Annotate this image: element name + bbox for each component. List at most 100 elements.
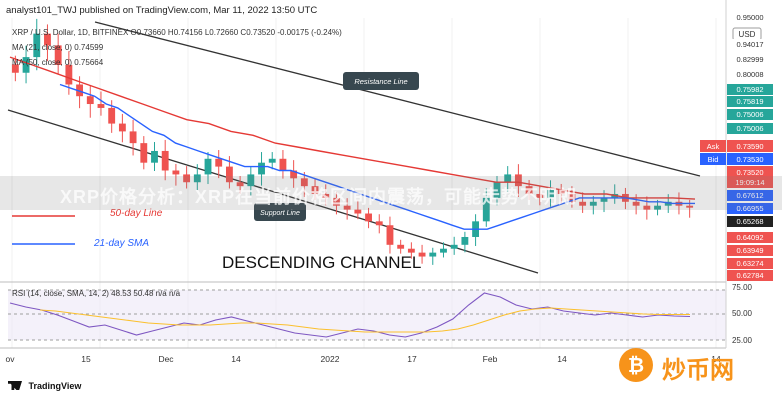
time-tick-label: 14 [557, 354, 567, 364]
support-line [7, 109, 539, 274]
price-tick-bg [727, 232, 773, 243]
candle-body [354, 209, 362, 214]
resistance-label: Resistance Line [354, 77, 407, 86]
support-annotation: Support Line [254, 203, 306, 221]
price-tick-label: 0.75006 [736, 124, 763, 133]
price-tick-bg [727, 190, 773, 201]
ma21-line [59, 83, 695, 230]
time-tick-label: 15 [81, 354, 91, 364]
price-tick-bg [727, 39, 773, 50]
tradingview-logo-icon [8, 381, 22, 390]
candle-body [108, 107, 116, 124]
candle-body [654, 205, 661, 210]
candle-body [686, 205, 694, 208]
price-tick-bg [727, 258, 773, 269]
candle-body [514, 174, 522, 187]
time-tick-label: Dec [158, 354, 174, 364]
candle-body [504, 174, 512, 183]
rsi-tick-label: 50.00 [732, 309, 753, 318]
price-tick-bg [727, 270, 773, 281]
bid-value: 0.73530 [736, 155, 763, 164]
rsi-sma-line [39, 307, 690, 333]
bid-label: Bid [708, 155, 719, 164]
price-tick-label: 0.63949 [736, 246, 763, 255]
ma50-legend: MA (50, close, 0) 0.75664 [12, 58, 104, 67]
candle-body [247, 174, 255, 187]
ma50-line [9, 56, 696, 200]
candle-body [333, 197, 340, 206]
price-tick-bg [727, 69, 773, 80]
bid-tag: Bid 0.73530 [700, 153, 773, 165]
ask-value: 0.73590 [736, 142, 763, 151]
price-tick-label: 0.66955 [736, 204, 763, 213]
time-tick-labels: ov 15 Dec 14 2022 17 Feb 14 14 [6, 354, 721, 364]
price-tick-bg [727, 109, 773, 120]
ohlc-legend: XRP / U.S. Dollar, 1D, BITFINEX O0.73660… [12, 28, 342, 37]
ask-tag: Ask 0.73590 [700, 140, 773, 152]
candle-body [493, 182, 501, 198]
candle-body [183, 174, 191, 183]
candle-body [632, 201, 640, 206]
candle-body [343, 205, 351, 210]
candle-body [579, 201, 587, 206]
price-tick-label: 0.75982 [736, 85, 763, 94]
price-tick-bg [727, 54, 773, 65]
price-tick-label: 0.94017 [736, 40, 763, 49]
candle-body [589, 201, 597, 206]
candle-body [22, 57, 30, 73]
tradingview-footer[interactable]: TradingView [8, 381, 81, 391]
candle-body [536, 193, 544, 198]
rsi-tick-label: 75.00 [732, 283, 753, 292]
candle-body [225, 166, 233, 183]
price-tick-bg [727, 12, 773, 23]
candle-body [568, 193, 576, 202]
resistance-annotation: Resistance Line [343, 72, 419, 90]
candle-body [450, 244, 458, 249]
candle-body [365, 213, 372, 222]
sma50-annotation: 50-day Line [110, 208, 163, 219]
candle-body [140, 143, 148, 163]
candle-body [643, 205, 651, 210]
sma21-annotation: 21-day SMA [93, 238, 149, 249]
last-price-tag: 0.73520 19:09:14 [727, 166, 773, 188]
time-tick-label: 14 [231, 354, 241, 364]
time-tick-label: 17 [407, 354, 417, 364]
price-tick-bg [727, 245, 773, 256]
candle-body [279, 158, 287, 171]
candle-body [65, 64, 73, 85]
price-tick-label: 0.75006 [736, 110, 763, 119]
candle-body [11, 64, 19, 73]
watermark-text: XRP价格分析：XRP在当前价格区间内震荡，可能走势不明朗 [60, 187, 578, 207]
price-tick-label: 0.63274 [736, 259, 763, 268]
candle-body [375, 221, 383, 226]
candle-body [268, 158, 276, 163]
candle-body [600, 197, 608, 202]
candle-body [54, 45, 62, 65]
candle-body [407, 248, 415, 253]
candle-body [322, 193, 330, 198]
resistance-line [94, 21, 701, 177]
candle-body [397, 244, 405, 249]
time-tick-label: Feb [483, 354, 498, 364]
support-label: Support Line [260, 210, 300, 217]
descending-channel [7, 21, 701, 274]
price-tick-label: 0.64092 [736, 233, 763, 242]
price-tick-label: 0.65268 [736, 217, 763, 226]
price-tick-label: 0.75819 [736, 97, 763, 106]
site-logo: ₿ 炒币网 [616, 345, 776, 385]
ma21-legend: MA (21, close, 0) 0.74599 [12, 43, 104, 52]
candle-body [151, 150, 158, 163]
candle-body [461, 236, 469, 245]
candle-body [118, 123, 126, 132]
price-tick-label: 0.67612 [736, 191, 763, 200]
price-tick-bg [727, 216, 773, 227]
bitcoin-coin-icon: ₿ [619, 348, 653, 382]
candle-body [664, 201, 672, 206]
watermark-band [0, 176, 782, 210]
candle-body [172, 170, 180, 175]
candle-body [193, 174, 201, 183]
candle-body [429, 252, 437, 257]
price-tick-bg [727, 123, 773, 134]
